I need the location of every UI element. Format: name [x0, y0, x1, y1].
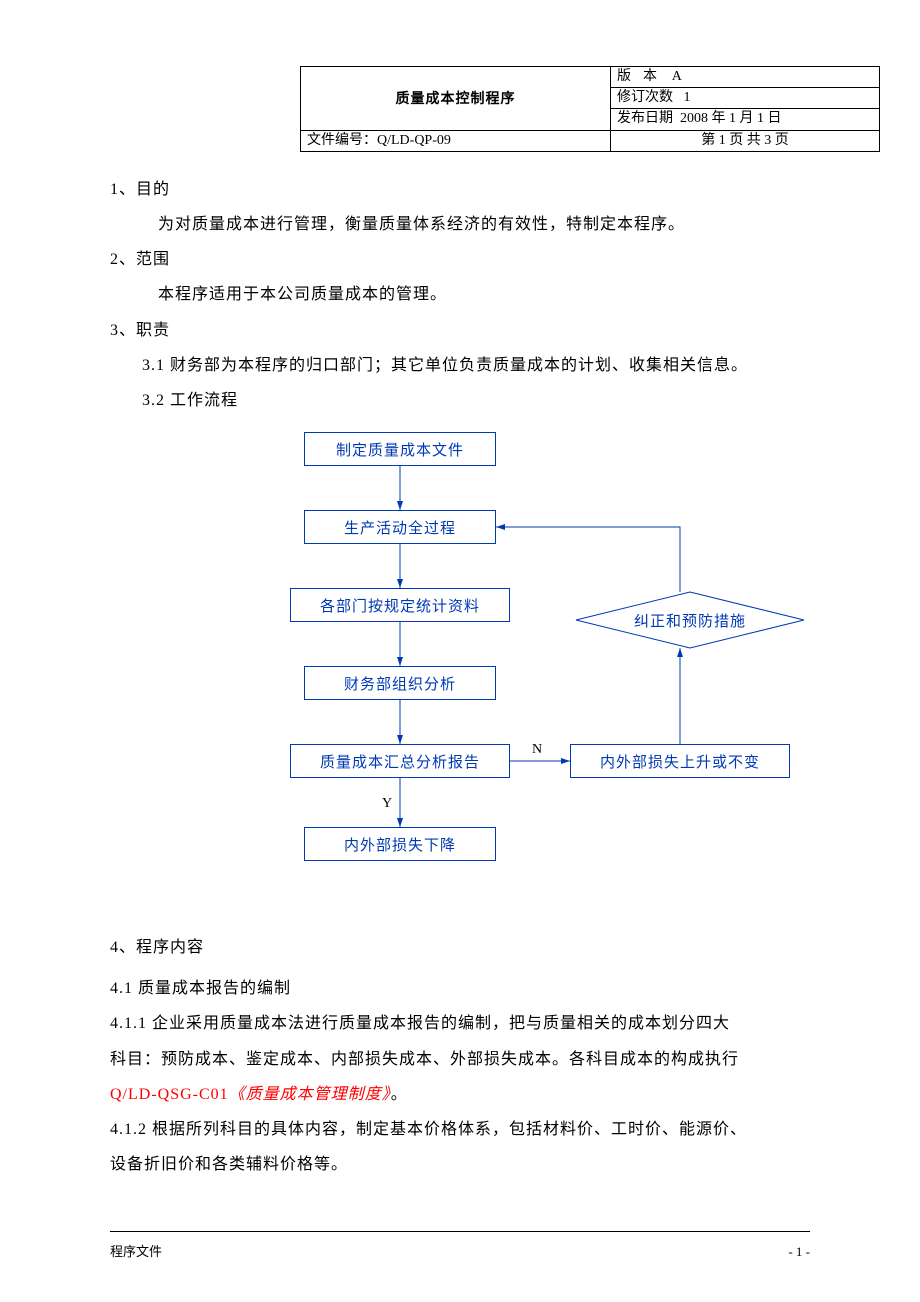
p-4-1-1b: 科目：预防成本、鉴定成本、内部损失成本、外部损失成本。各科目成本的构成执行 — [110, 1042, 810, 1077]
footer-left: 程序文件 — [110, 1241, 162, 1260]
p-4-1-1c: Q/LD-QSG-C01《质量成本管理制度》。 — [110, 1077, 810, 1112]
revision-label: 修订次数 — [617, 90, 673, 105]
flow-edge-label: N — [532, 742, 542, 758]
h-3: 3、职责 — [110, 313, 810, 348]
flow-node-n6: 内外部损失下降 — [304, 827, 496, 861]
flow-node-n4: 财务部组织分析 — [304, 666, 496, 700]
h-2: 2、范围 — [110, 242, 810, 277]
pubdate-label: 发布日期 — [617, 111, 673, 126]
page-count: 第 1 页 共 3 页 — [611, 130, 880, 151]
p-4-1: 4.1 质量成本报告的编制 — [110, 971, 810, 1006]
revision-value: 1 — [684, 90, 691, 105]
p-4-1-2b: 设备折旧价和各类辅料价格等。 — [110, 1147, 810, 1182]
p-1: 为对质量成本进行管理，衡量质量体系经济的有效性，特制定本程序。 — [110, 207, 810, 242]
version-value: A — [672, 69, 682, 84]
h-1: 1、目的 — [110, 172, 810, 207]
footer-rule — [110, 1231, 810, 1232]
pubdate-cell: 发布日期 2008 年 1 月 1 日 — [611, 109, 880, 130]
version-cell: 版本 A — [611, 67, 880, 88]
header-table: 质量成本控制程序 版本 A 修订次数 1 发布日期 2008 年 1 月 1 日… — [300, 66, 880, 152]
p-3-1: 3.1 财务部为本程序的归口部门；其它单位负责质量成本的计划、收集相关信息。 — [110, 348, 810, 383]
flow-node-n8: 纠正和预防措施 — [576, 592, 804, 648]
flow-node-n2: 生产活动全过程 — [304, 510, 496, 544]
flow-node-n7: 内外部损失上升或不变 — [570, 744, 790, 778]
p-2: 本程序适用于本公司质量成本的管理。 — [110, 277, 810, 312]
ref-tail: 。 — [391, 1086, 408, 1103]
docno-value: Q/LD-QP-09 — [377, 133, 451, 148]
footer-right: - 1 - — [788, 1244, 810, 1260]
ref-title: 《质量成本管理制度》 — [229, 1086, 391, 1103]
revision-cell: 修订次数 1 — [611, 88, 880, 109]
h-4: 4、程序内容 — [110, 930, 810, 965]
flow-edge-label: Y — [382, 796, 392, 812]
version-label: 版本 — [617, 68, 669, 86]
flow-node-n5: 质量成本汇总分析报告 — [290, 744, 510, 778]
p-3-2: 3.2 工作流程 — [110, 383, 810, 418]
pubdate-value: 2008 年 1 月 1 日 — [680, 111, 782, 126]
doc-title: 质量成本控制程序 — [301, 67, 611, 131]
flow-node-n1: 制定质量成本文件 — [304, 432, 496, 466]
flowchart: 制定质量成本文件 生产活动全过程 各部门按规定统计资料 财务部组织分析 质量成本… — [110, 422, 810, 912]
page: 质量成本控制程序 版本 A 修订次数 1 发布日期 2008 年 1 月 1 日… — [0, 0, 920, 1302]
body-text: 1、目的 为对质量成本进行管理，衡量质量体系经济的有效性，特制定本程序。 2、范… — [110, 172, 810, 1183]
p-4-1-1a: 4.1.1 企业采用质量成本法进行质量成本报告的编制，把与质量相关的成本划分四大 — [110, 1006, 810, 1041]
flow-node-n3: 各部门按规定统计资料 — [290, 588, 510, 622]
p-4-1-2a: 4.1.2 根据所列科目的具体内容，制定基本价格体系，包括材料价、工时价、能源价… — [110, 1112, 810, 1147]
docno-label: 文件编号： — [307, 133, 377, 148]
docno-cell: 文件编号：Q/LD-QP-09 — [301, 130, 611, 151]
ref-code: Q/LD-QSG-C01 — [110, 1086, 229, 1103]
